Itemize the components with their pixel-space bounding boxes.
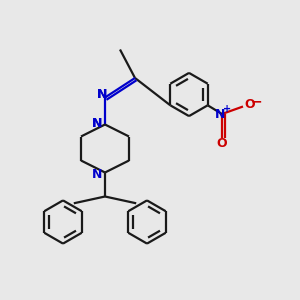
- Text: N: N: [92, 116, 102, 130]
- Text: O: O: [244, 98, 255, 112]
- Text: +: +: [223, 103, 232, 114]
- Text: −: −: [251, 94, 262, 108]
- Text: N: N: [97, 88, 107, 101]
- Text: N: N: [92, 167, 102, 181]
- Text: N: N: [92, 116, 102, 130]
- Text: N: N: [215, 107, 226, 121]
- Text: O: O: [217, 137, 227, 150]
- Text: N: N: [97, 88, 107, 101]
